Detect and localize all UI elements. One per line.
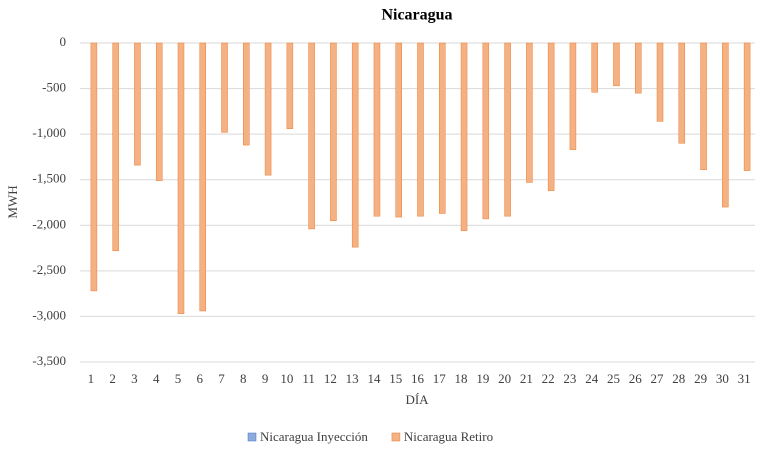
legend-swatch xyxy=(247,432,257,442)
x-tick-label: 4 xyxy=(153,371,160,386)
y-tick-label: -3,500 xyxy=(32,353,66,368)
bar xyxy=(417,42,424,217)
bar xyxy=(591,42,598,93)
x-tick-label: 7 xyxy=(218,371,225,386)
x-tick-label: 23 xyxy=(563,371,576,386)
x-tick-label: 18 xyxy=(455,371,468,386)
x-tick-label: 29 xyxy=(694,371,707,386)
y-tick-label: 0 xyxy=(60,34,67,49)
x-tick-label: 22 xyxy=(542,371,555,386)
bar xyxy=(155,42,163,181)
bar xyxy=(547,42,555,191)
legend-swatch xyxy=(391,432,401,442)
bar xyxy=(656,42,664,122)
bar xyxy=(634,42,642,94)
bar xyxy=(330,42,337,221)
chart-title: Nicaragua xyxy=(381,7,452,24)
bar xyxy=(613,42,620,87)
x-tick-label: 15 xyxy=(389,371,402,386)
x-tick-label: 24 xyxy=(585,371,599,386)
bar xyxy=(243,42,250,146)
x-tick-label: 1 xyxy=(88,371,95,386)
x-tick-label: 6 xyxy=(197,371,204,386)
x-tick-label: 28 xyxy=(672,371,685,386)
bar xyxy=(134,42,141,166)
bar xyxy=(482,42,490,220)
y-tick-label: -2,500 xyxy=(32,262,66,277)
bar xyxy=(199,42,207,312)
bar xyxy=(373,42,381,217)
bar xyxy=(439,42,446,214)
bar xyxy=(395,42,402,218)
bar xyxy=(504,42,511,217)
x-tick-label: 2 xyxy=(109,371,116,386)
bar xyxy=(743,42,751,171)
y-tick-label: -1,500 xyxy=(32,171,66,186)
bar xyxy=(221,42,228,133)
x-tick-label: 12 xyxy=(324,371,337,386)
x-tick-label: 13 xyxy=(346,371,359,386)
bar xyxy=(90,42,98,292)
legend-label: Nicaragua Inyección xyxy=(260,429,368,444)
y-axis-label: MWH xyxy=(5,185,20,218)
bar xyxy=(264,42,272,176)
x-tick-label: 19 xyxy=(476,371,489,386)
x-tick-label: 17 xyxy=(433,371,447,386)
x-tick-label: 16 xyxy=(411,371,425,386)
x-tick-label: 10 xyxy=(280,371,293,386)
bar xyxy=(526,42,533,183)
x-tick-label: 20 xyxy=(498,371,511,386)
y-tick-label: -3,000 xyxy=(32,307,66,322)
x-tick-label: 3 xyxy=(131,371,138,386)
y-tick-label: -1,000 xyxy=(32,125,66,140)
bar xyxy=(286,42,294,129)
bar xyxy=(700,42,707,170)
y-tick-label: -2,000 xyxy=(32,216,66,231)
x-tick-label: 14 xyxy=(367,371,381,386)
bar xyxy=(308,42,315,230)
x-axis-label: DÍA xyxy=(405,392,429,407)
bar xyxy=(678,42,686,144)
x-tick-label: 21 xyxy=(520,371,533,386)
bar xyxy=(112,42,119,252)
legend-label: Nicaragua Retiro xyxy=(404,429,493,444)
x-tick-label: 5 xyxy=(175,371,182,386)
bar xyxy=(177,42,185,314)
x-tick-label: 9 xyxy=(262,371,269,386)
bar xyxy=(722,42,729,208)
x-tick-label: 11 xyxy=(302,371,315,386)
x-tick-label: 30 xyxy=(716,371,729,386)
x-tick-label: 27 xyxy=(651,371,665,386)
x-tick-label: 31 xyxy=(738,371,751,386)
bar xyxy=(351,42,359,248)
x-tick-label: 8 xyxy=(240,371,247,386)
x-tick-label: 26 xyxy=(629,371,643,386)
x-tick-label: 25 xyxy=(607,371,620,386)
bar xyxy=(569,42,577,150)
bar xyxy=(460,42,468,232)
y-tick-label: -500 xyxy=(42,80,66,95)
